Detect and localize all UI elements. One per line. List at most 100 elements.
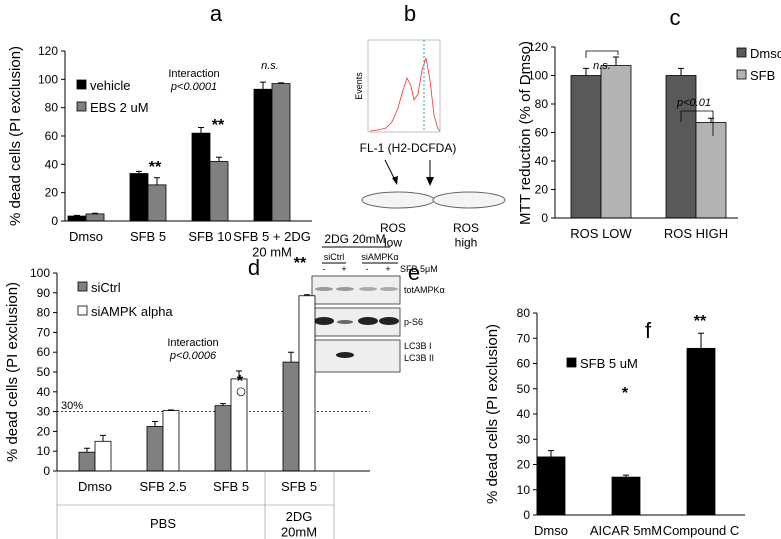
x-tick-label: SFB 5 bbox=[130, 229, 166, 244]
error-bar bbox=[678, 67, 684, 76]
bar bbox=[600, 65, 632, 219]
legend-swatch bbox=[736, 47, 747, 58]
legend-swatch bbox=[76, 101, 87, 112]
flow-x-label: FL-1 (H2-DCFDA) bbox=[360, 141, 457, 155]
y-tick-label: 80 bbox=[45, 101, 59, 115]
legend-swatch bbox=[566, 357, 577, 368]
annotation: p<0.01 bbox=[676, 97, 711, 109]
lane: + bbox=[385, 264, 390, 274]
legend-label: vehicle bbox=[90, 78, 130, 93]
y-axis-label: MTT reduction (% of Dmso) bbox=[517, 41, 534, 225]
bar bbox=[570, 75, 602, 219]
band bbox=[359, 287, 377, 291]
error-bar bbox=[168, 409, 174, 411]
bar bbox=[253, 88, 273, 222]
x-tick-label: Dmso bbox=[69, 229, 103, 244]
bar bbox=[78, 451, 96, 472]
annotation: ** bbox=[149, 159, 162, 176]
blot-band-label: LC3B I bbox=[404, 341, 432, 351]
annotation: ** bbox=[294, 255, 307, 272]
x-tick-label: Compound C20uM bbox=[663, 523, 740, 539]
y-tick-label: 120 bbox=[38, 44, 58, 58]
y-tick-label: 60 bbox=[37, 345, 51, 359]
y-tick-label: 0 bbox=[51, 214, 58, 228]
y-tick-label: 60 bbox=[535, 126, 549, 140]
error-bar bbox=[548, 450, 554, 457]
bar bbox=[611, 476, 641, 516]
y-tick-label: 10 bbox=[37, 444, 51, 458]
y-tick-label: 70 bbox=[37, 325, 51, 339]
y-tick-label: 60 bbox=[45, 129, 59, 143]
y-tick-label: 50 bbox=[37, 365, 51, 379]
bar bbox=[536, 456, 566, 516]
y-tick-label: 40 bbox=[517, 407, 531, 421]
group-label: 2DG 20mM bbox=[281, 509, 317, 539]
error-bar bbox=[216, 156, 222, 162]
lane: + bbox=[341, 264, 346, 274]
error-bar bbox=[92, 212, 98, 214]
x-tick-label: ROS HIGH bbox=[664, 226, 728, 241]
flow-outcome: ROS low bbox=[380, 221, 406, 249]
blot-drug: SFB 5μM bbox=[400, 264, 438, 274]
blot-group: siCtrl bbox=[324, 252, 345, 262]
y-tick-label: 60 bbox=[517, 357, 531, 371]
panel-letter: c bbox=[670, 5, 681, 30]
y-axis-label: % dead cells (PI exclusion) bbox=[7, 46, 24, 226]
dish bbox=[432, 191, 506, 209]
legend-swatch bbox=[77, 281, 88, 292]
error-bar bbox=[613, 56, 619, 66]
y-tick-label: 40 bbox=[45, 157, 59, 171]
blot-band-label: LC3B II bbox=[404, 353, 434, 363]
dish bbox=[361, 191, 435, 209]
annotation: * bbox=[622, 385, 629, 402]
bar bbox=[85, 213, 105, 222]
y-tick-label: 0 bbox=[541, 211, 548, 225]
bar bbox=[146, 426, 164, 472]
marker bbox=[236, 387, 246, 397]
band bbox=[336, 352, 354, 358]
x-tick-label: Dmso bbox=[78, 479, 112, 494]
annotation: n.s. bbox=[261, 60, 279, 72]
band bbox=[336, 287, 354, 291]
error-bar bbox=[288, 351, 294, 363]
bar bbox=[147, 184, 167, 222]
y-tick-label: 30 bbox=[37, 405, 51, 419]
error-bar bbox=[198, 127, 204, 134]
bar bbox=[686, 347, 716, 516]
x-tick-label: SFB 5 bbox=[281, 479, 317, 494]
legend-label: siAMPK alpha bbox=[91, 304, 173, 319]
annotation: p<0.0001 bbox=[170, 81, 217, 93]
x-tick-label: SFB 5 + 2DG 20 mM bbox=[233, 229, 311, 260]
annotation: n.s. bbox=[593, 60, 611, 72]
x-tick-label: ROS LOW bbox=[570, 226, 632, 241]
error-bar bbox=[698, 332, 704, 349]
legend-label: Dmso bbox=[750, 46, 781, 61]
y-tick-label: 80 bbox=[535, 97, 549, 111]
error-bar bbox=[304, 294, 310, 296]
x-tick-label: AICAR 5mM bbox=[590, 523, 662, 538]
blot-strip bbox=[311, 339, 401, 373]
y-tick-label: 0 bbox=[523, 508, 530, 522]
annotation: Interaction bbox=[168, 68, 219, 80]
y-tick-label: 120 bbox=[528, 40, 548, 54]
bar bbox=[665, 75, 697, 219]
error-bar bbox=[236, 370, 242, 379]
error-bar bbox=[623, 474, 629, 478]
flow-panel: Events FL-1 (H2-DCFDA) ROS low ROS high bbox=[354, 39, 506, 249]
arrow-head bbox=[392, 176, 398, 185]
legend-label: siCtrl bbox=[91, 280, 121, 295]
error-bar bbox=[84, 447, 90, 453]
blot-band-label: p-S6 bbox=[404, 317, 423, 327]
bracket bbox=[585, 50, 619, 58]
flow-y-label: Events bbox=[354, 72, 364, 100]
y-tick-label: 80 bbox=[517, 306, 531, 320]
panel-letter: f bbox=[645, 318, 652, 343]
y-tick-label: 100 bbox=[30, 266, 50, 280]
flow-outcome: ROS high bbox=[453, 221, 479, 249]
blot-treatment: 2DG 20mM bbox=[324, 232, 385, 246]
y-tick-label: 70 bbox=[517, 331, 531, 345]
y-axis-label: % dead cells (PI exclusion) bbox=[4, 282, 21, 462]
x-tick-label: SFB 5 bbox=[213, 479, 249, 494]
bar bbox=[214, 405, 232, 472]
bar bbox=[191, 132, 211, 222]
